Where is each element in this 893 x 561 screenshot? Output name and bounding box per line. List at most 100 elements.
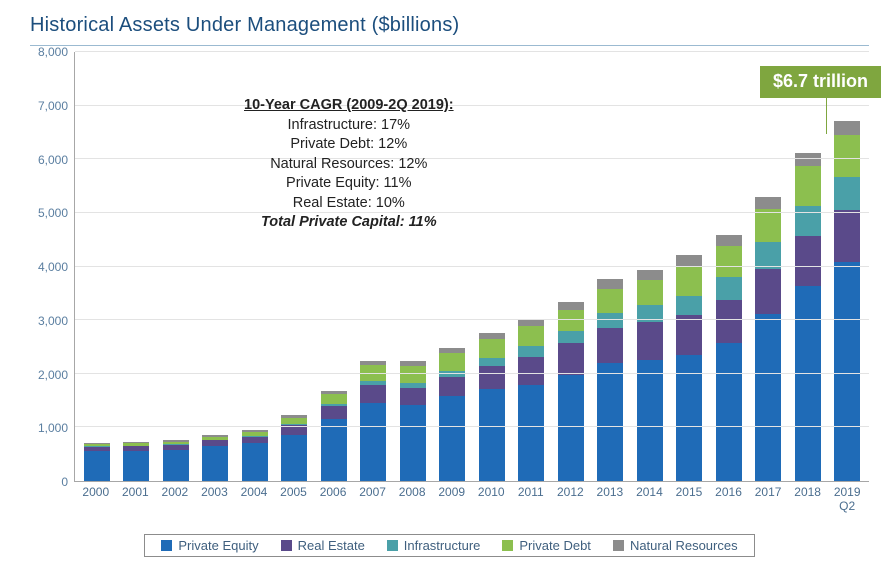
bar-segment	[755, 197, 781, 209]
bar	[637, 270, 663, 481]
bar-segment	[84, 451, 110, 481]
x-tick-label: 2017	[748, 486, 788, 514]
bar-segment	[360, 385, 386, 403]
legend: Private EquityReal EstateInfrastructureP…	[144, 534, 754, 557]
bar-segment	[518, 385, 544, 481]
bar-segment	[123, 451, 149, 481]
bar-column	[314, 391, 354, 481]
bar-segment	[795, 286, 821, 481]
x-tick-label: 2000	[76, 486, 116, 514]
bar-segment	[163, 450, 189, 481]
y-tick-label: 5,000	[38, 206, 68, 220]
cagr-line: Infrastructure: 17%	[244, 116, 454, 136]
bar-segment	[597, 363, 623, 481]
bar	[321, 391, 347, 481]
x-tick-label: 2016	[709, 486, 749, 514]
y-tick-label: 6,000	[38, 153, 68, 167]
bar-column	[433, 348, 473, 481]
bar	[360, 361, 386, 481]
bar-segment	[518, 319, 544, 326]
bar-segment	[321, 419, 347, 481]
bar	[400, 361, 426, 481]
bar	[242, 430, 268, 481]
gridline	[75, 426, 869, 427]
bar	[163, 440, 189, 481]
cagr-line: Private Equity: 11%	[244, 174, 454, 194]
legend-item: Infrastructure	[387, 538, 481, 553]
cagr-total: Total Private Capital: 11%	[244, 213, 454, 233]
y-axis: 01,0002,0003,0004,0005,0006,0007,0008,00…	[30, 52, 74, 482]
x-tick-label: 2007	[353, 486, 393, 514]
x-tick-label: 2019 Q2	[827, 486, 867, 514]
bar-column	[235, 430, 275, 481]
bar	[676, 255, 702, 481]
x-tick-label: 2002	[155, 486, 195, 514]
bar-segment	[479, 389, 505, 481]
bar-segment	[597, 289, 623, 313]
bar-segment	[755, 314, 781, 481]
bar-column	[630, 270, 670, 481]
callout-leader-line	[826, 96, 827, 134]
legend-swatch	[161, 540, 172, 551]
bar-segment	[716, 300, 742, 343]
legend-label: Private Equity	[178, 538, 258, 553]
bar-column	[354, 361, 394, 481]
gridline	[75, 51, 869, 52]
bar	[716, 235, 742, 481]
bar-column	[156, 440, 196, 481]
bar-segment	[597, 313, 623, 329]
y-tick-label: 3,000	[38, 314, 68, 328]
cagr-line: Private Debt: 12%	[244, 135, 454, 155]
bar-segment	[716, 246, 742, 277]
bar-column	[788, 153, 828, 481]
chart-title: Historical Assets Under Management ($bil…	[30, 14, 869, 45]
bar-segment	[834, 262, 860, 481]
plot-area	[74, 52, 869, 482]
bar	[281, 415, 307, 481]
bar-column	[670, 255, 710, 481]
gridline	[75, 212, 869, 213]
bar-column	[551, 302, 591, 481]
bar-segment	[281, 435, 307, 481]
bar	[518, 319, 544, 481]
bar-segment	[439, 396, 465, 481]
bar	[597, 279, 623, 481]
bar-segment	[400, 405, 426, 481]
bar-segment	[518, 346, 544, 357]
bar-segment	[716, 343, 742, 481]
cagr-annotation: 10-Year CAGR (2009-2Q 2019): Infrastruct…	[244, 96, 454, 233]
legend-item: Natural Resources	[613, 538, 738, 553]
bar-segment	[479, 339, 505, 358]
bar-segment	[321, 406, 347, 419]
bar-segment	[400, 366, 426, 383]
x-tick-label: 2003	[195, 486, 235, 514]
legend-label: Infrastructure	[404, 538, 481, 553]
legend-item: Real Estate	[281, 538, 365, 553]
bar-column	[117, 442, 157, 481]
bar-segment	[439, 377, 465, 396]
y-tick-label: 7,000	[38, 99, 68, 113]
bar-segment	[479, 366, 505, 389]
bar-column	[275, 415, 315, 481]
bar-segment	[439, 353, 465, 371]
legend-item: Private Equity	[161, 538, 258, 553]
bar-column	[709, 235, 749, 481]
bar-segment	[518, 326, 544, 346]
x-tick-label: 2006	[313, 486, 353, 514]
bar	[84, 443, 110, 481]
bar-segment	[242, 437, 268, 444]
bar-segment	[676, 296, 702, 316]
bar-column	[196, 435, 236, 481]
legend-label: Natural Resources	[630, 538, 738, 553]
bar-column	[393, 361, 433, 481]
legend-swatch	[502, 540, 513, 551]
x-tick-label: 2014	[630, 486, 670, 514]
y-tick-label: 1,000	[38, 421, 68, 435]
bar-segment	[202, 446, 228, 481]
bar-column	[512, 319, 552, 481]
bar-segment	[716, 235, 742, 246]
total-callout: $6.7 trillion	[760, 66, 881, 98]
bar-column	[749, 197, 789, 481]
cagr-line: Natural Resources: 12%	[244, 155, 454, 175]
x-tick-label: 2008	[392, 486, 432, 514]
